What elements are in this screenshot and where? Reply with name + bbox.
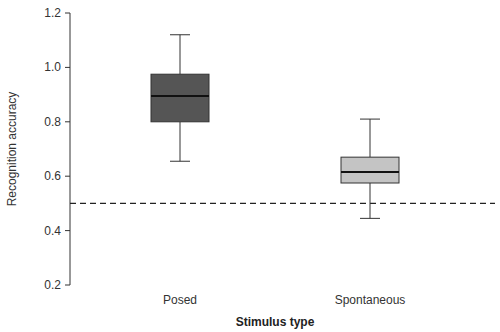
min-cap xyxy=(170,161,190,162)
y-tick xyxy=(65,176,70,177)
median-line xyxy=(341,171,399,173)
reference-line xyxy=(70,203,495,204)
box xyxy=(341,157,399,183)
y-tick xyxy=(65,285,70,286)
min-cap xyxy=(360,218,380,219)
median-line xyxy=(151,95,209,97)
y-tick-label: 1.2 xyxy=(44,6,61,20)
y-tick-label: 0.6 xyxy=(44,169,61,183)
x-tick-label: Posed xyxy=(163,293,197,307)
upper-whisker xyxy=(180,35,181,74)
x-axis-title: Stimulus type xyxy=(236,315,315,329)
y-axis-title: Recognition accuracy xyxy=(5,92,19,207)
upper-whisker xyxy=(370,119,371,157)
x-tick-label: Spontaneous xyxy=(335,293,406,307)
chart: 0.2 0.4 0.6 0.8 1.0 1.2 Posed Spontaneous Stimul… xyxy=(0,0,500,332)
y-tick xyxy=(65,230,70,231)
max-cap xyxy=(170,34,190,35)
max-cap xyxy=(360,119,380,120)
box xyxy=(151,74,209,122)
plot-area xyxy=(70,35,495,219)
y-tick xyxy=(65,13,70,14)
lower-whisker xyxy=(180,122,181,161)
y-tick xyxy=(65,121,70,122)
lower-whisker xyxy=(370,183,371,218)
y-tick xyxy=(65,67,70,68)
y-axis-line xyxy=(70,13,71,285)
y-tick-label: 0.4 xyxy=(44,224,61,238)
y-tick-label: 1.0 xyxy=(44,60,61,74)
y-tick-label: 0.8 xyxy=(44,115,61,129)
y-tick-label: 0.2 xyxy=(44,278,61,292)
